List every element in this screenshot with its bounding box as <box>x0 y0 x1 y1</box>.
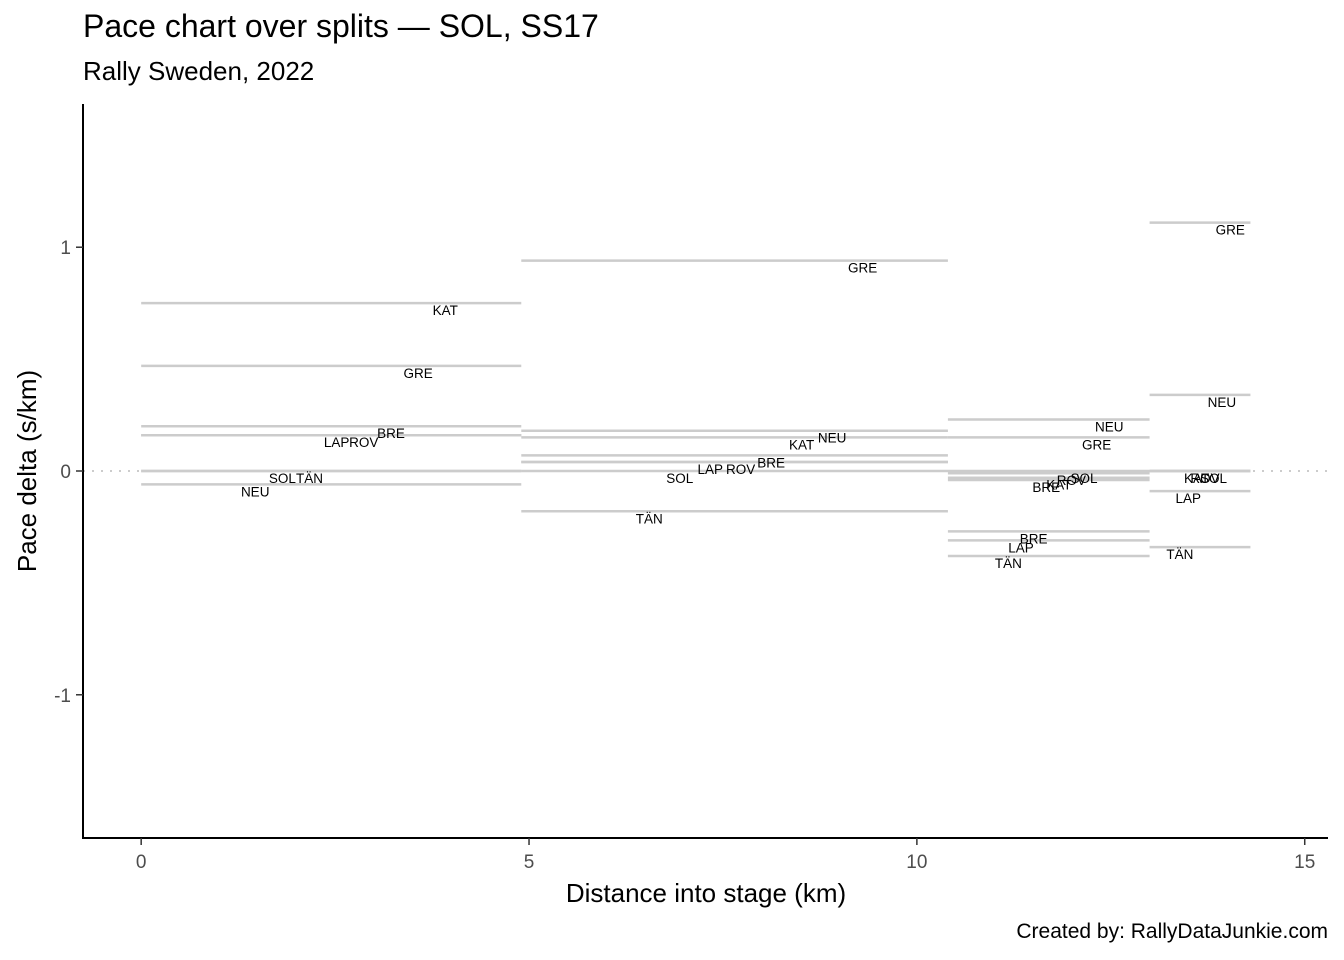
driver-label: KAT <box>1184 471 1209 486</box>
y-tick-label: 1 <box>60 238 71 259</box>
driver-label: NEU <box>241 484 270 499</box>
driver-label: GRE <box>403 366 432 381</box>
chart-caption: Created by: RallyDataJunkie.com <box>1016 920 1328 943</box>
driver-label: NEU <box>818 431 847 446</box>
driver-label: GRE <box>1216 223 1245 238</box>
chart-title: Pace chart over splits — SOL, SS17 <box>83 8 599 44</box>
driver-label: TÄN <box>1166 547 1193 562</box>
driver-label: ROV <box>726 462 755 477</box>
driver-label: ROV <box>1057 473 1086 488</box>
segments-layer <box>141 221 1251 558</box>
driver-label: BRE <box>1020 531 1048 546</box>
driver-label: LAP <box>324 435 350 450</box>
driver-label: SOL <box>269 471 297 486</box>
x-tick-label: 0 <box>136 852 147 873</box>
driver-label: KAT <box>433 303 458 318</box>
driver-label: KAT <box>1046 478 1071 493</box>
driver-label: TÄN <box>636 511 663 526</box>
driver-label: ROV <box>349 435 378 450</box>
x-tick-label: 5 <box>524 852 535 873</box>
driver-label: NEU <box>1095 420 1124 435</box>
driver-label: NEU <box>1208 395 1237 410</box>
driver-label: GRE <box>848 261 877 276</box>
y-axis-title: Pace delta (s/km) <box>12 370 42 572</box>
y-tick-label: 0 <box>60 462 71 483</box>
driver-label: KAT <box>789 437 814 452</box>
driver-label: LAP <box>697 462 723 477</box>
x-tick-label: 10 <box>906 852 927 873</box>
driver-label: TÄN <box>296 471 323 486</box>
axes-layer: 0 5 10 15 -1 0 1 <box>54 104 1328 873</box>
driver-label: LAP <box>1008 540 1034 555</box>
driver-label: ROV <box>1190 471 1219 486</box>
driver-label: LAP <box>1175 491 1201 506</box>
driver-label: BRE <box>1032 480 1060 495</box>
chart-subtitle: Rally Sweden, 2022 <box>83 56 315 86</box>
x-tick-label: 15 <box>1294 852 1315 873</box>
y-tick-label: -1 <box>54 686 71 707</box>
driver-label: SOL <box>1071 471 1099 486</box>
x-axis-title: Distance into stage (km) <box>566 878 846 908</box>
driver-label: TÄN <box>995 556 1022 571</box>
driver-label: BRE <box>757 455 785 470</box>
driver-label: BRE <box>377 426 405 441</box>
driver-label: GRE <box>1082 437 1111 452</box>
driver-label: SOL <box>1200 471 1228 486</box>
driver-label: SOL <box>666 471 694 486</box>
